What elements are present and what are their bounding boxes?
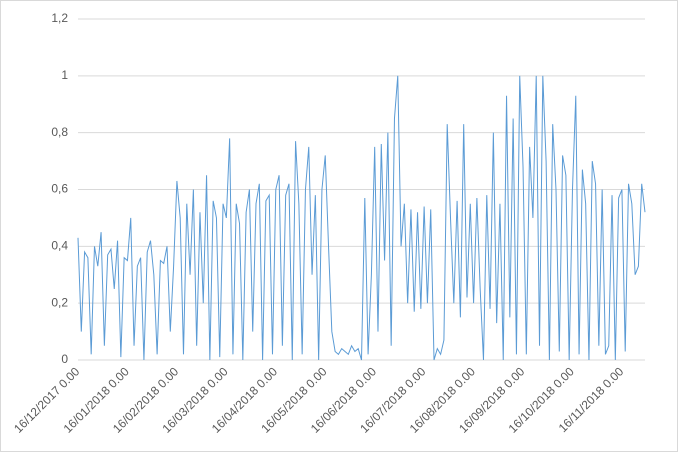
y-tick-label: 1,2 <box>51 11 68 25</box>
y-tick-label: 0 <box>61 352 68 366</box>
y-tick-label: 0,8 <box>51 125 68 139</box>
data-line <box>77 75 646 361</box>
y-tick-label: 1 <box>61 68 68 82</box>
y-tick-label: 0,4 <box>51 239 68 253</box>
y-tick-label: 0,2 <box>51 295 68 309</box>
y-tick-label: 0,6 <box>51 182 68 196</box>
